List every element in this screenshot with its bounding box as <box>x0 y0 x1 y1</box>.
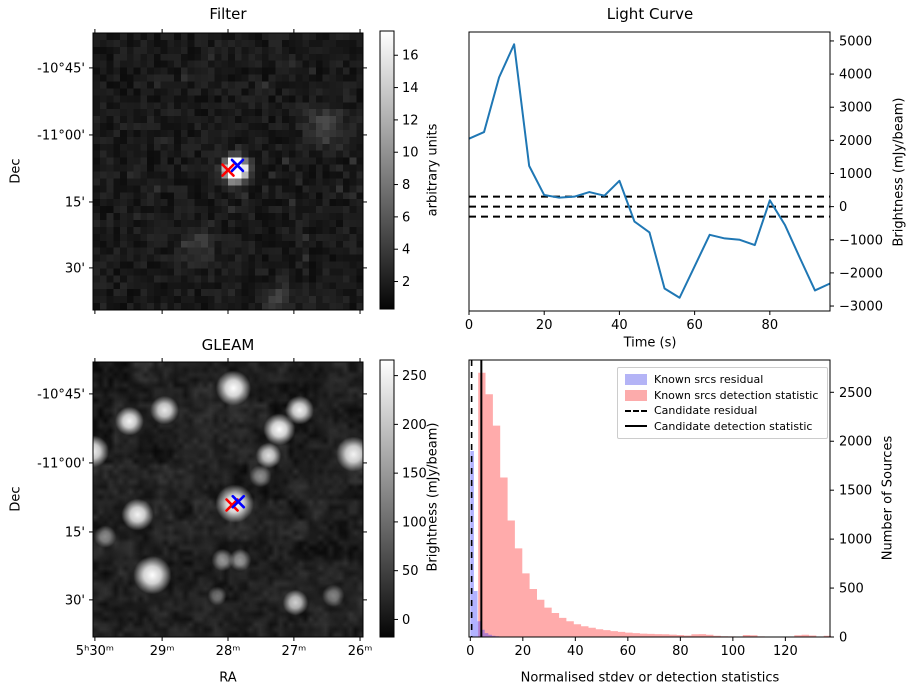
gleam-axes-xtick-label: 29ᵐ <box>150 644 175 659</box>
filter-axes-ytick-label: 30' <box>65 261 85 276</box>
filter-colorbar-tick-label: 8 <box>402 178 410 193</box>
gleam-axes-xtick-label: 28ᵐ <box>216 644 241 659</box>
lc-ytick-label: 5000 <box>839 34 872 49</box>
gleam-axes-xtick-label: 5ʰ30ᵐ <box>76 644 114 659</box>
gleam-colorbar-label: Brightness (mJy/beam) <box>425 422 441 572</box>
gleam-axes-ytick-label: 15' <box>65 525 85 540</box>
hist-ytick-label: 2500 <box>839 386 872 401</box>
filter-ylabel: Dec <box>8 158 24 184</box>
gleam-title: GLEAM <box>201 336 255 354</box>
light-curve-xlabel: Time (s) <box>623 335 677 351</box>
hist-xtick-label: 0 <box>466 644 474 659</box>
filter-colorbar-tick-label: 10 <box>402 146 419 161</box>
histogram-bars-pink <box>478 372 832 637</box>
hist-ytick-label: 500 <box>839 582 864 597</box>
filter-colorbar-tick-label: 14 <box>402 81 419 96</box>
filter-colorbar-label: arbitrary units <box>425 123 441 217</box>
hist-ytick-label: 0 <box>839 631 847 646</box>
legend-label: Candidate detection statistic <box>654 419 813 433</box>
filter-colorbar-tick-label: 12 <box>402 113 419 128</box>
hist-xtick-label: 100 <box>720 644 745 659</box>
gleam-xlabel: RA <box>219 670 237 686</box>
filter-axes-ytick-label: -10°45' <box>37 61 85 76</box>
gleam-ylabel: Dec <box>8 486 24 512</box>
filter-axes-ytick-label: -11°00' <box>37 128 85 143</box>
gleam-axes-xtick-label: 27ᵐ <box>282 644 307 659</box>
filter-title: Filter <box>209 5 247 23</box>
gleam-axes-ytick-label: 30' <box>65 593 85 608</box>
gleam-colorbar-tick-label: 0 <box>402 613 410 628</box>
gleam-axes-ytick-label: -11°00' <box>37 456 85 471</box>
gleam-colorbar-tick-label: 100 <box>402 515 427 530</box>
gleam-red-x-marker <box>225 498 239 512</box>
light-curve-line <box>468 43 831 299</box>
gleam-colorbar-tick-label: 250 <box>402 369 427 384</box>
lc-xtick-label: 80 <box>762 318 779 333</box>
histogram-xlabel: Normalised stdev or detection statistics <box>520 670 780 686</box>
legend-entry: Candidate residual <box>625 403 820 419</box>
lc-ytick-label: 0 <box>839 200 847 215</box>
legend-dashed-line-swatch <box>625 409 647 412</box>
filter-red-x-marker <box>221 163 235 177</box>
filter-colorbar-tick-label: 6 <box>402 210 410 225</box>
lc-xtick-label: 20 <box>536 318 553 333</box>
lc-ytick-label: −1000 <box>839 233 883 248</box>
lc-ytick-label: −3000 <box>839 300 883 315</box>
filter-colorbar-tick-label: 16 <box>402 49 419 64</box>
legend-label: Candidate residual <box>654 404 758 417</box>
lc-ytick-label: 2000 <box>839 134 872 149</box>
gleam-colorbar-tick-label: 200 <box>402 418 427 433</box>
gleam-axes-xtick-label: 26ᵐ <box>348 644 373 659</box>
legend-label: Known srcs residual <box>654 373 764 386</box>
hist-xtick-label: 40 <box>567 644 584 659</box>
hist-xtick-label: 60 <box>620 644 637 659</box>
filter-colorbar-tick-label: 2 <box>402 275 410 290</box>
lc-ytick-label: −2000 <box>839 266 883 281</box>
filter-colorbar-tick-label: 4 <box>402 243 410 258</box>
gleam-colorbar <box>379 359 395 638</box>
filter-blue-x-marker <box>230 158 245 173</box>
histogram-frame <box>468 359 831 638</box>
hist-xtick-label: 80 <box>672 644 689 659</box>
legend-solid-line-swatch <box>625 425 647 428</box>
lc-ytick-label: 1000 <box>839 167 872 182</box>
legend-entry: Known srcs detection statistic <box>625 388 820 404</box>
hist-ytick-label: 1500 <box>839 484 872 499</box>
hist-xtick-label: 20 <box>515 644 532 659</box>
lc-xtick-label: 40 <box>611 318 628 333</box>
light-curve-ylabel: Brightness (mJy/beam) <box>891 97 907 247</box>
hist-xtick-label: 120 <box>773 644 798 659</box>
legend-patch-swatch <box>625 389 647 401</box>
legend-entry: Known srcs residual <box>625 372 820 388</box>
lc-ytick-label: 3000 <box>839 101 872 116</box>
gleam-axes-ytick-label: -10°45' <box>37 387 85 402</box>
light-curve-frame <box>468 31 831 312</box>
gleam-colorbar-tick-label: 50 <box>402 564 419 579</box>
legend-label: Known srcs detection statistic <box>654 388 819 402</box>
lc-xtick-label: 60 <box>686 318 703 333</box>
lc-ytick-label: 4000 <box>839 68 872 83</box>
hist-ytick-label: 1000 <box>839 533 872 548</box>
filter-axes-ytick-label: 15' <box>65 195 85 210</box>
histogram-ylabel: Number of Sources <box>880 435 896 561</box>
light-curve-title: Light Curve <box>606 5 694 23</box>
filter-colorbar <box>379 30 395 310</box>
histogram-legend: Known srcs residual Known srcs detection … <box>617 367 828 439</box>
lc-xtick-label: 0 <box>465 318 473 333</box>
legend-patch-swatch <box>625 374 647 386</box>
hist-ytick-label: 2000 <box>839 435 872 450</box>
legend-entry: Candidate detection statistic <box>625 419 820 435</box>
histogram-bars-blue <box>470 451 514 637</box>
gleam-blue-x-marker <box>231 494 246 509</box>
gleam-colorbar-tick-label: 150 <box>402 467 427 482</box>
